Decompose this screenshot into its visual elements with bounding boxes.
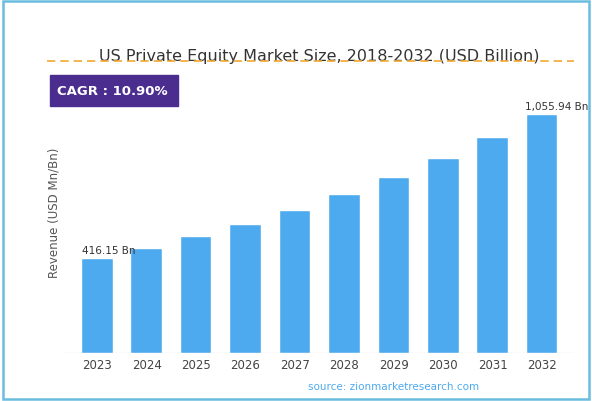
- Bar: [378, 178, 409, 353]
- Bar: [527, 116, 558, 353]
- Bar: [329, 196, 360, 353]
- Bar: [279, 211, 310, 353]
- Y-axis label: Revenue (USD Mn/Bn): Revenue (USD Mn/Bn): [48, 148, 61, 277]
- Bar: [428, 160, 459, 353]
- Bar: [230, 225, 261, 353]
- Bar: [131, 249, 162, 353]
- Text: CAGR : 10.90%: CAGR : 10.90%: [57, 85, 168, 98]
- Bar: [181, 238, 211, 353]
- Bar: [477, 138, 508, 353]
- Text: 1,055.94 Bn: 1,055.94 Bn: [525, 102, 588, 112]
- Title: US Private Equity Market Size, 2018-2032 (USD Billion): US Private Equity Market Size, 2018-2032…: [99, 49, 540, 64]
- Bar: [82, 259, 112, 353]
- Text: 416.15 Bn: 416.15 Bn: [82, 246, 136, 256]
- Text: source: zionmarketresearch.com: source: zionmarketresearch.com: [308, 381, 479, 391]
